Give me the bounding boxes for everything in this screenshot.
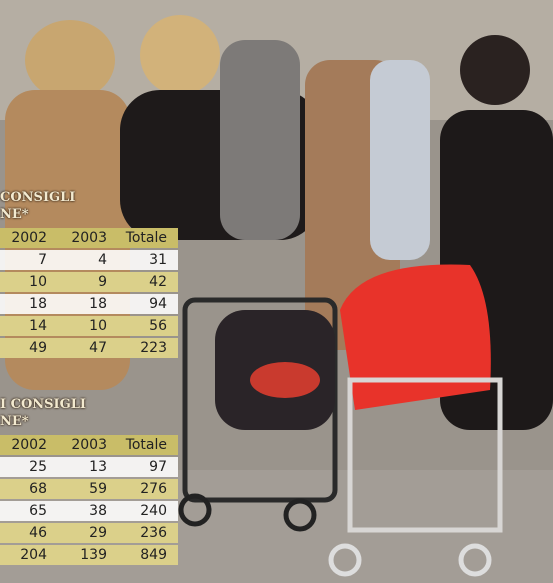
table-title: NE* xyxy=(0,207,29,223)
table-cell: 236 xyxy=(107,523,167,543)
table-cell: 10 xyxy=(0,272,47,292)
header-cell: 2002 xyxy=(0,435,47,455)
table-cell: 223 xyxy=(107,338,167,358)
table-title: CONSIGLI xyxy=(0,190,75,206)
table-cell: 42 xyxy=(107,272,167,292)
table-cell: 240 xyxy=(107,501,167,521)
table-cell: 49 xyxy=(0,338,47,358)
table-cell: 7 xyxy=(0,250,47,270)
header-cell: 2002 xyxy=(0,228,47,248)
person xyxy=(370,60,430,260)
table-cell: 38 xyxy=(47,501,107,521)
head xyxy=(25,20,115,100)
table-cell: 56 xyxy=(107,316,167,336)
page: CONSIGLINE*20022003Totale743110942181894… xyxy=(0,0,553,583)
table-cell: 139 xyxy=(47,545,107,565)
table-cell: 59 xyxy=(47,479,107,499)
table-cell: 94 xyxy=(107,294,167,314)
table-cell: 47 xyxy=(47,338,107,358)
table-title: NE* xyxy=(0,414,29,430)
table-cell: 13 xyxy=(47,457,107,477)
header-cell: Totale xyxy=(107,228,167,248)
head xyxy=(460,35,530,105)
table-cell: 14 xyxy=(0,316,47,336)
table-cell: 31 xyxy=(107,250,167,270)
person xyxy=(220,40,300,240)
table-cell: 849 xyxy=(107,545,167,565)
table-cell: 29 xyxy=(47,523,107,543)
table-cell: 204 xyxy=(0,545,47,565)
table-cell: 276 xyxy=(107,479,167,499)
header-cell: Totale xyxy=(107,435,167,455)
table-title: I CONSIGLI xyxy=(0,397,86,413)
table-cell: 4 xyxy=(47,250,107,270)
stroller-detail xyxy=(250,362,320,398)
table-cell: 18 xyxy=(0,294,47,314)
table-cell: 65 xyxy=(0,501,47,521)
header-cell: 2003 xyxy=(47,435,107,455)
stroller-cover xyxy=(340,265,491,410)
table-cell: 97 xyxy=(107,457,167,477)
table-cell: 68 xyxy=(0,479,47,499)
table-cell: 46 xyxy=(0,523,47,543)
table-cell: 18 xyxy=(47,294,107,314)
table-cell: 10 xyxy=(47,316,107,336)
table-cell: 25 xyxy=(0,457,47,477)
table-cell: 9 xyxy=(47,272,107,292)
head xyxy=(140,15,220,95)
header-cell: 2003 xyxy=(47,228,107,248)
